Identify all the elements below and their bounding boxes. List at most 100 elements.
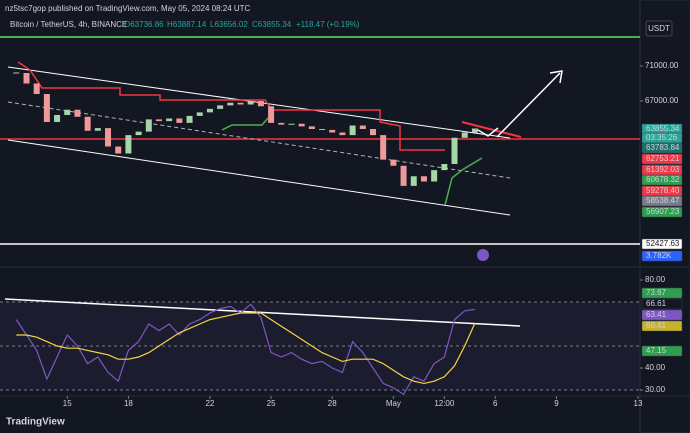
candle <box>125 135 132 154</box>
candle <box>135 131 142 136</box>
candle <box>155 119 162 122</box>
price-tag-label: 73.67 <box>646 288 667 297</box>
candle <box>247 101 254 105</box>
arrow-head <box>549 70 563 84</box>
channel-mid <box>7 101 511 179</box>
y-tick-label: 30.00 <box>645 385 666 394</box>
candle <box>217 105 224 109</box>
candle <box>298 123 305 127</box>
price-tag <box>641 298 683 310</box>
ohlc-open: O63736.86 <box>124 20 164 29</box>
drawings <box>0 36 640 391</box>
ohlc-high: H63887.14 <box>167 20 207 29</box>
candle <box>33 83 40 95</box>
brand: TradingView <box>6 417 65 428</box>
candle <box>43 94 50 123</box>
price-tag-label: 60.41 <box>646 321 667 330</box>
candle <box>390 159 397 166</box>
x-tick-label: May <box>386 399 401 408</box>
candle <box>420 176 427 182</box>
projection <box>477 127 499 137</box>
price-tag <box>641 142 683 154</box>
price-tag-label: 61392.03 <box>646 165 680 174</box>
price-tag <box>641 238 683 250</box>
alert-icon[interactable] <box>477 249 489 261</box>
candle <box>380 135 387 160</box>
price-tag-label: 63855.34 <box>646 124 680 133</box>
candle <box>339 132 346 136</box>
candle <box>257 101 264 107</box>
supertrend-up <box>444 157 483 206</box>
price-tag-label: 63783.84 <box>646 143 680 152</box>
candle <box>431 170 438 182</box>
candle <box>54 115 61 123</box>
price-tag-label: 03:35:26 <box>646 133 678 142</box>
candle <box>105 128 112 147</box>
ohlc-low: L63656.02 <box>210 20 248 29</box>
series-line <box>16 312 476 385</box>
candle <box>471 128 478 133</box>
ohlc-close: C63855.34 <box>252 20 292 29</box>
candle <box>308 126 315 130</box>
symbol: Bitcoin / TetherUS, 4h, BINANCE <box>10 20 127 29</box>
series-line <box>15 303 475 396</box>
candle <box>369 129 376 136</box>
candle <box>227 102 234 106</box>
x-tick-label: 13 <box>634 399 643 408</box>
price-tag-label: 56907.23 <box>646 207 680 216</box>
candle <box>451 137 458 164</box>
price-tag <box>641 345 683 357</box>
candle <box>400 165 407 186</box>
candle <box>278 122 285 125</box>
price-tag <box>641 320 683 332</box>
candle <box>410 176 417 186</box>
price-tag-label: 62753.21 <box>646 154 680 163</box>
price-tag <box>641 309 683 321</box>
price-tag-label: 63.41 <box>646 310 667 319</box>
price-tag-label: 66.61 <box>646 299 667 308</box>
price-tag <box>641 174 683 186</box>
candle <box>319 129 326 131</box>
channel-bottom <box>7 139 511 216</box>
candle <box>237 102 244 105</box>
x-tick-label: 28 <box>328 399 337 408</box>
y-tick-label: 40.00 <box>645 363 666 372</box>
price-tag-label: 59278.40 <box>646 186 680 195</box>
x-tick-label: 25 <box>267 399 276 408</box>
price-tag-label: 60678.32 <box>646 175 680 184</box>
y-tick-label: 80.00 <box>645 275 666 284</box>
candle <box>349 125 356 136</box>
y-tick-label: 67000.00 <box>645 96 679 105</box>
x-tick-label: 6 <box>493 399 498 408</box>
resistance <box>461 121 522 138</box>
rsi-trendline <box>4 298 521 327</box>
x-tick-label: 9 <box>554 399 559 408</box>
price-tag-label: 58538.47 <box>646 196 680 205</box>
y-tick-label: 71000.00 <box>645 61 679 70</box>
target-arrow <box>496 72 561 138</box>
x-tick-label: 18 <box>124 399 133 408</box>
candle <box>64 109 71 116</box>
candle <box>206 108 213 113</box>
change: +118.47 (+0.19%) <box>296 20 360 29</box>
candle <box>329 129 336 133</box>
supertrend-up <box>221 117 269 131</box>
x-tick-label: 22 <box>205 399 214 408</box>
published-line: nz5tsc7gop published on TradingView.com,… <box>5 4 251 13</box>
x-tick-label: 12:00 <box>434 399 455 408</box>
x-tick-label: 15 <box>63 399 72 408</box>
candle <box>268 106 275 123</box>
price-tag-label: 47.15 <box>646 346 667 355</box>
candle <box>74 109 81 117</box>
price-tag-label: 3.782K <box>646 251 672 260</box>
candle <box>196 112 203 116</box>
price-tag <box>641 195 683 207</box>
currency-box[interactable] <box>645 20 673 37</box>
candle <box>186 115 193 123</box>
candle <box>288 123 295 125</box>
candle <box>441 163 448 171</box>
currency[interactable]: USDT <box>648 24 670 33</box>
candle <box>115 146 122 154</box>
candle <box>145 119 152 132</box>
price-tag <box>641 206 683 218</box>
